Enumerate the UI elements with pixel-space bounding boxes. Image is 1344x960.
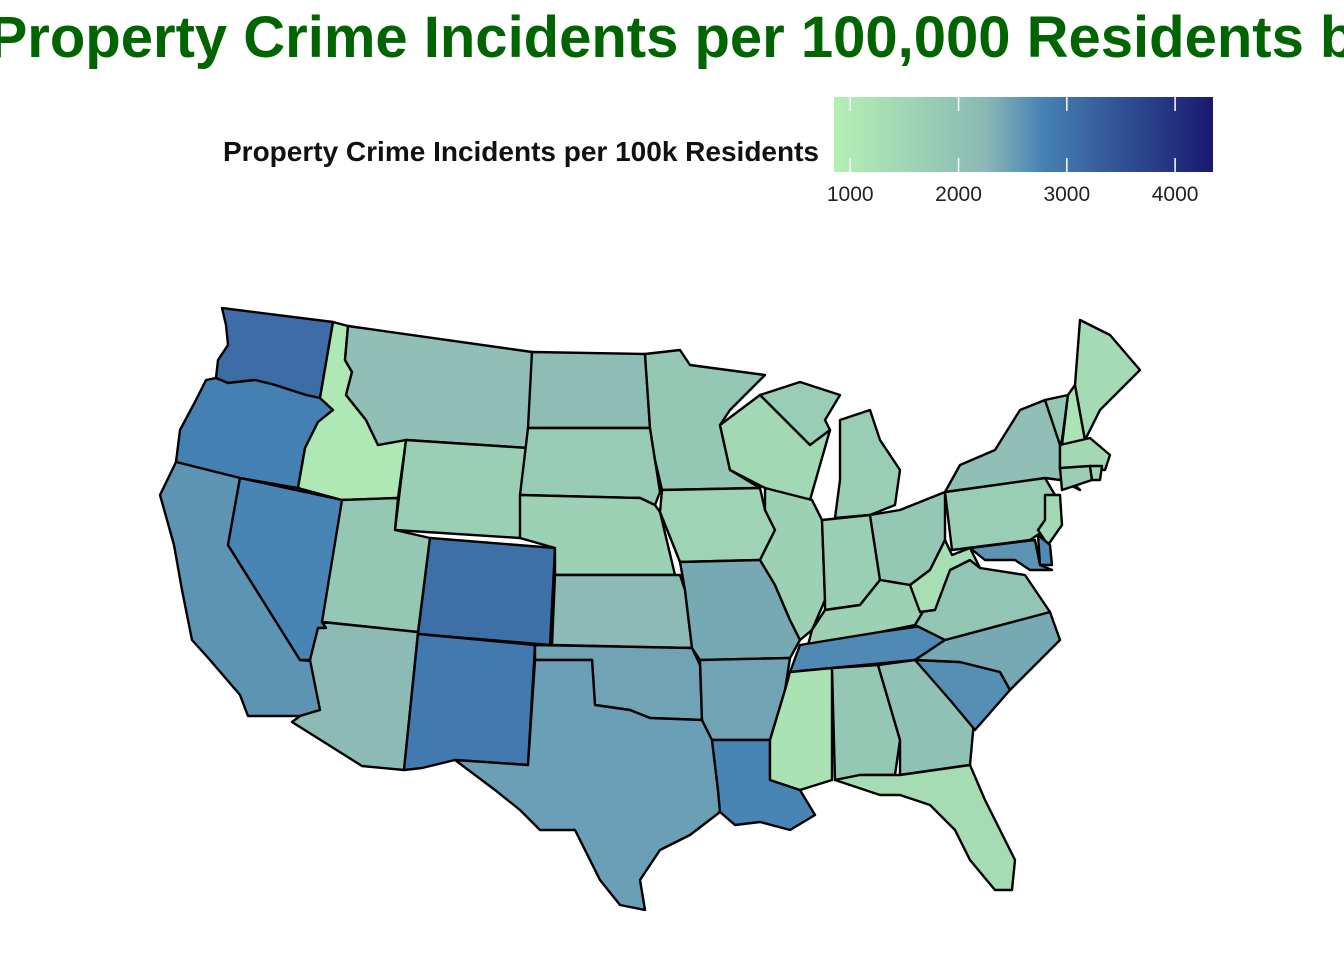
state-ia xyxy=(658,486,777,564)
legend-tick-label: 3000 xyxy=(1043,183,1091,206)
state-co xyxy=(416,536,557,647)
state-nc xyxy=(913,610,1062,692)
state-fl xyxy=(833,763,1017,892)
map-title: Property Crime Incidents per 100,000 Res… xyxy=(0,5,1344,70)
state-md xyxy=(968,538,1054,572)
state-ri xyxy=(1088,464,1104,482)
state-ct xyxy=(1058,464,1094,492)
state-ks xyxy=(550,573,694,650)
state-de xyxy=(1036,533,1054,567)
state-nm xyxy=(402,632,537,772)
legend-tick-label: 4000 xyxy=(1151,183,1199,206)
legend-title: Property Crime Incidents per 100k Reside… xyxy=(223,136,819,167)
state-nd xyxy=(526,350,652,430)
state-me xyxy=(1073,318,1142,442)
state-wv xyxy=(908,538,982,614)
state-mi xyxy=(758,380,902,520)
state-mt xyxy=(343,324,534,450)
state-sd xyxy=(518,426,662,507)
legend-tick-label: 2000 xyxy=(935,183,982,206)
state-tx xyxy=(453,658,722,912)
legend-color-bar xyxy=(834,97,1213,172)
state-ma xyxy=(1058,436,1112,472)
legend-tick-label: 1000 xyxy=(826,183,874,206)
state-il xyxy=(758,486,827,642)
state-wy xyxy=(393,438,530,540)
